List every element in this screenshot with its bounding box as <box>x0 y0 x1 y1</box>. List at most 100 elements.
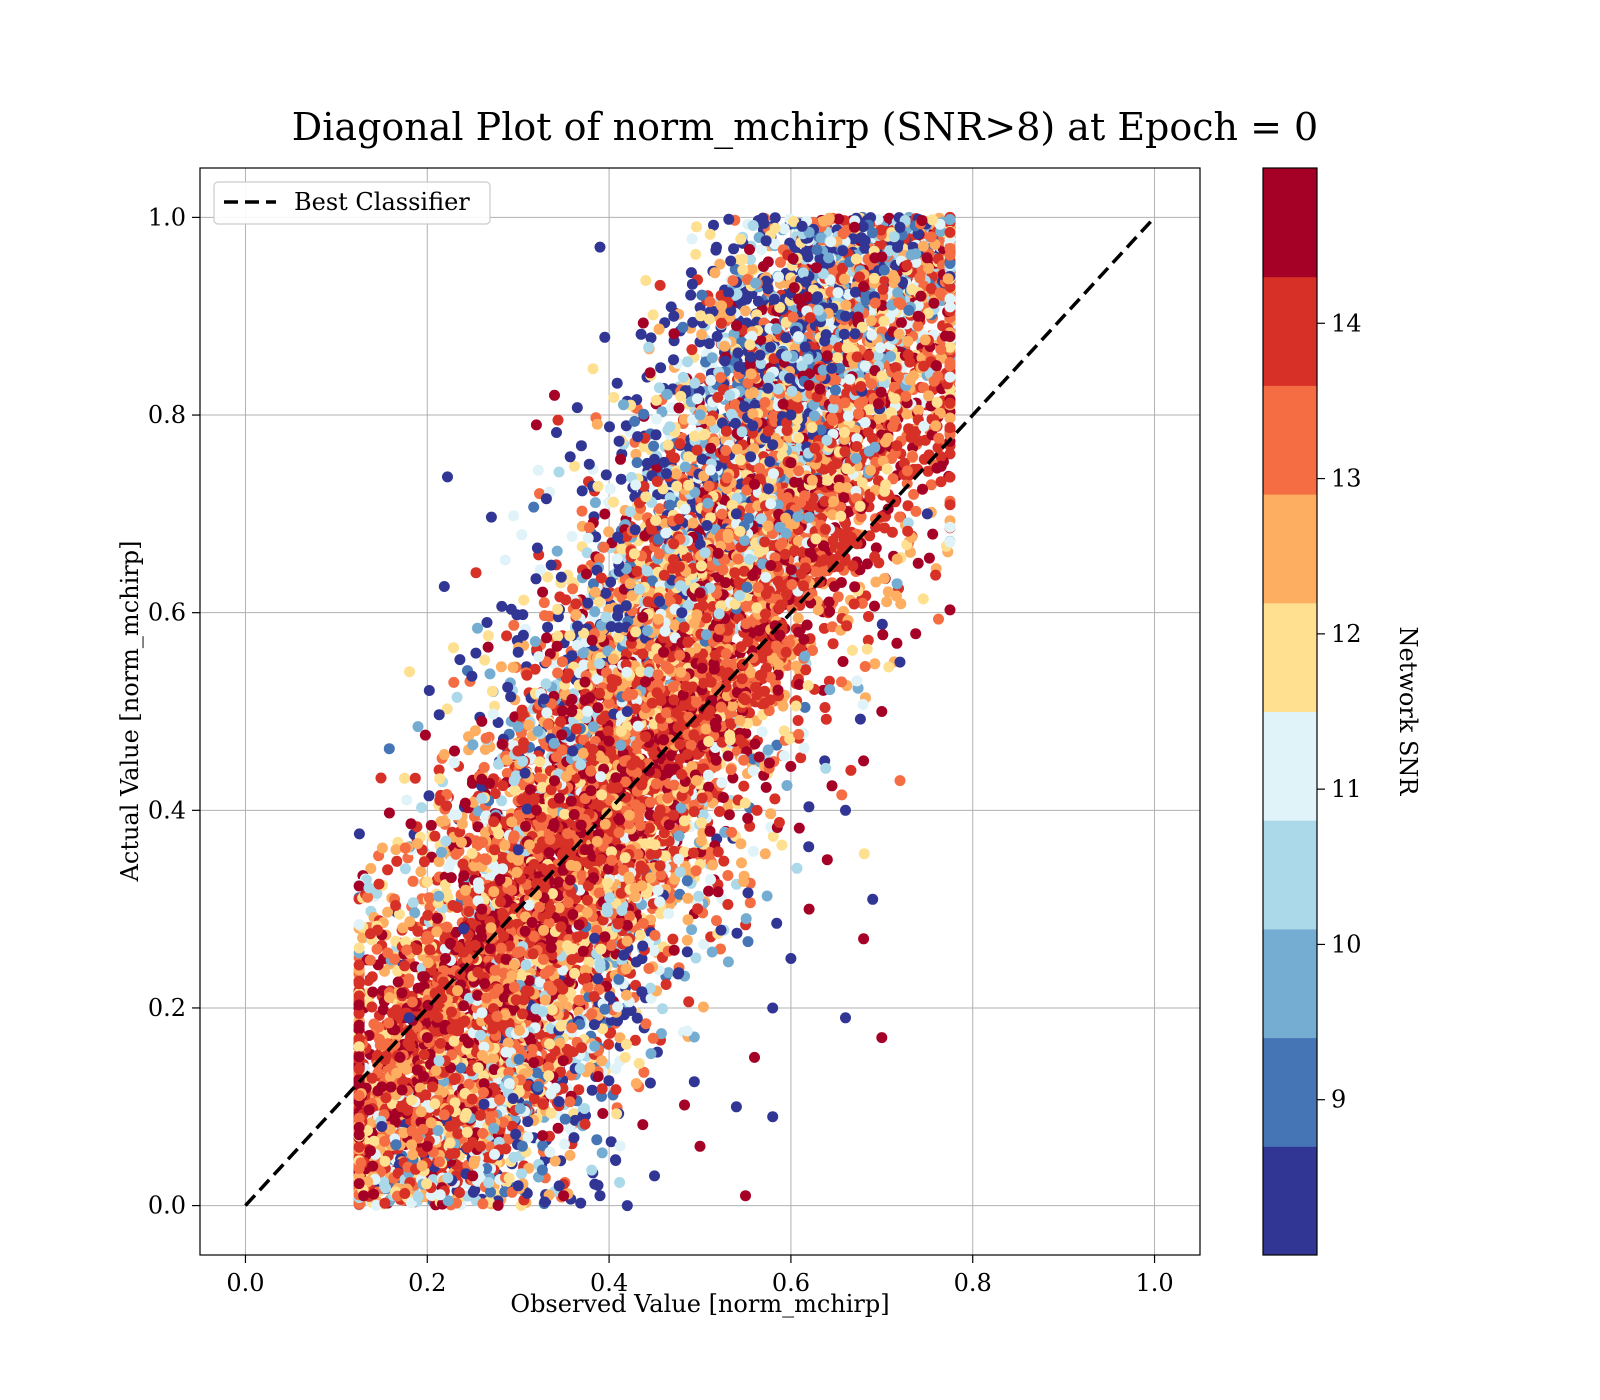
scatter-point <box>353 828 365 840</box>
scatter-point <box>655 362 667 374</box>
scatter-point <box>366 1001 378 1013</box>
scatter-point <box>681 946 693 958</box>
scatter-point <box>795 752 807 764</box>
scatter-point <box>741 293 752 305</box>
scatter-point <box>496 600 508 612</box>
scatter-point <box>529 636 541 647</box>
scatter-point <box>738 780 750 792</box>
scatter-point <box>717 792 729 803</box>
scatter-point <box>415 866 427 878</box>
scatter-point <box>517 609 529 621</box>
scatter-point <box>576 505 588 517</box>
scatter-point <box>647 309 659 321</box>
scatter-point <box>744 897 756 909</box>
scatter-point <box>576 485 588 497</box>
scatter-point <box>518 594 530 606</box>
scatter-point <box>391 855 403 867</box>
scatter-point <box>769 212 781 224</box>
scatter-point <box>635 328 647 340</box>
scatter-point <box>592 1179 604 1191</box>
scatter-point <box>759 848 771 860</box>
scatter-point <box>492 717 504 728</box>
scatter-point <box>451 691 463 703</box>
scatter-point <box>501 630 513 642</box>
chart-title: Diagonal Plot of norm_mchirp (SNR>8) at … <box>292 105 1318 150</box>
scatter-point <box>516 529 528 541</box>
scatter-point <box>693 890 705 902</box>
scatter-point <box>703 885 715 897</box>
scatter-point <box>448 676 460 688</box>
scatter-point <box>611 377 623 389</box>
scatter-point <box>470 567 482 579</box>
scatter-point <box>495 661 507 673</box>
scatter-point <box>736 857 747 869</box>
scatter-point <box>858 848 870 860</box>
scatter-point <box>756 726 768 738</box>
scatter-point <box>575 440 587 452</box>
scatter-point <box>555 571 567 583</box>
scatter-point <box>586 1164 598 1176</box>
scatter-point <box>722 956 734 968</box>
scatter-point <box>881 596 893 608</box>
scatter-point <box>728 243 740 255</box>
scatter-point <box>553 466 565 478</box>
scatter-point <box>421 876 433 888</box>
scatter-point <box>399 863 411 875</box>
scatter-point <box>722 750 734 762</box>
scatter-point <box>792 715 804 726</box>
scatter-point <box>482 630 494 642</box>
scatter-point <box>604 483 616 495</box>
scatter-point <box>425 819 437 831</box>
scatter-point <box>637 317 649 329</box>
scatter-point <box>597 1108 609 1119</box>
scatter-point <box>823 675 835 687</box>
scatter-point <box>876 618 888 630</box>
scatter-point <box>739 305 751 317</box>
scatter-point <box>528 501 540 513</box>
scatter-point <box>894 775 906 787</box>
scatter-point <box>485 511 497 523</box>
scatter-point <box>615 473 627 485</box>
scatter-point <box>552 1122 564 1134</box>
scatter-points <box>353 211 956 1212</box>
scatter-point <box>589 497 601 509</box>
scatter-point <box>629 415 641 427</box>
scatter-point <box>614 1177 626 1188</box>
plot-area: 0.0 0.2 0.4 0.6 0.8 1.0 0.00.20.40.60.81.0 <box>148 167 1201 1297</box>
scatter-point <box>603 1038 615 1050</box>
scatter-point <box>596 1147 608 1159</box>
scatter-point <box>542 571 554 583</box>
scatter-point <box>586 1084 598 1096</box>
scatter-point <box>723 213 735 225</box>
scatter-point <box>399 772 410 784</box>
scatter-point <box>542 621 554 633</box>
scatter-point <box>803 801 815 813</box>
scatter-point <box>820 713 832 725</box>
scatter-point <box>846 644 858 656</box>
scatter-point <box>651 413 663 425</box>
scatter-point <box>933 613 944 625</box>
scatter-point <box>761 890 773 902</box>
scatter-point <box>592 480 604 492</box>
scatter-point <box>645 332 657 344</box>
scatter-point <box>552 414 564 426</box>
scatter-point <box>409 772 421 784</box>
scatter-point <box>927 528 939 540</box>
scatter-point <box>694 302 706 313</box>
scatter-point <box>793 822 805 834</box>
scatter-point <box>663 967 674 979</box>
scatter-point <box>836 789 848 801</box>
scatter-point <box>660 979 672 990</box>
scatter-point <box>470 647 482 659</box>
scatter-point <box>910 628 922 640</box>
scatter-point <box>419 729 431 741</box>
scatter-point <box>718 855 730 867</box>
scatter-point <box>686 233 698 245</box>
scatter-point <box>640 275 652 286</box>
scatter-point <box>404 666 415 678</box>
scatter-point <box>781 780 793 791</box>
scatter-point <box>771 917 783 929</box>
scatter-point <box>685 267 697 279</box>
scatter-point <box>508 510 520 522</box>
